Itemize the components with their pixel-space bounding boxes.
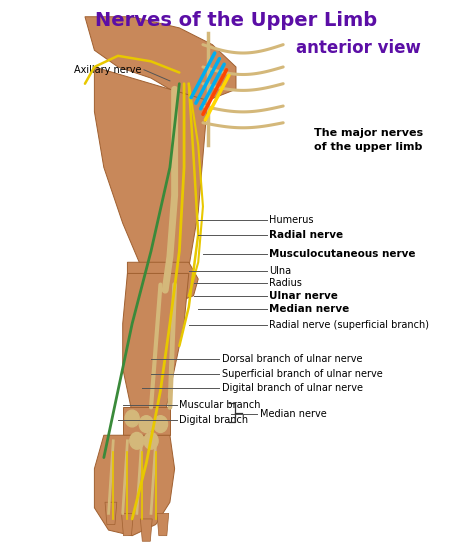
Text: Median nerve: Median nerve xyxy=(260,409,326,419)
Text: Nerves of the Upper Limb: Nerves of the Upper Limb xyxy=(95,11,377,30)
Text: Musculocutaneous nerve: Musculocutaneous nerve xyxy=(269,249,416,259)
Polygon shape xyxy=(85,17,236,100)
Polygon shape xyxy=(123,407,170,435)
Text: Axillary nerve: Axillary nerve xyxy=(74,65,142,75)
Text: Dorsal branch of ulnar nerve: Dorsal branch of ulnar nerve xyxy=(222,354,362,364)
Text: Muscular branch: Muscular branch xyxy=(179,400,261,410)
Text: Radial nerve: Radial nerve xyxy=(269,230,343,240)
Text: Median nerve: Median nerve xyxy=(269,304,349,314)
Polygon shape xyxy=(94,435,174,536)
Polygon shape xyxy=(105,502,117,525)
Polygon shape xyxy=(140,519,152,541)
Circle shape xyxy=(130,432,144,449)
Polygon shape xyxy=(157,513,169,536)
Text: Radial nerve (superficial branch): Radial nerve (superficial branch) xyxy=(269,320,429,330)
Text: Ulna: Ulna xyxy=(269,266,291,276)
Text: anterior view: anterior view xyxy=(296,39,421,57)
Text: Digital branch of ulnar nerve: Digital branch of ulnar nerve xyxy=(222,383,363,393)
Text: The major nerves
of the upper limb: The major nerves of the upper limb xyxy=(314,128,423,152)
Circle shape xyxy=(154,416,167,432)
Circle shape xyxy=(144,432,158,449)
Polygon shape xyxy=(123,273,189,413)
Text: Radius: Radius xyxy=(269,278,302,288)
Circle shape xyxy=(125,410,139,427)
Polygon shape xyxy=(121,513,133,536)
Circle shape xyxy=(139,416,154,432)
Polygon shape xyxy=(94,67,208,268)
Text: Ulnar nerve: Ulnar nerve xyxy=(269,291,338,301)
Text: Digital branch: Digital branch xyxy=(179,415,248,425)
Polygon shape xyxy=(128,262,198,301)
Text: Humerus: Humerus xyxy=(269,215,313,225)
Text: Superficial branch of ulnar nerve: Superficial branch of ulnar nerve xyxy=(222,369,383,379)
